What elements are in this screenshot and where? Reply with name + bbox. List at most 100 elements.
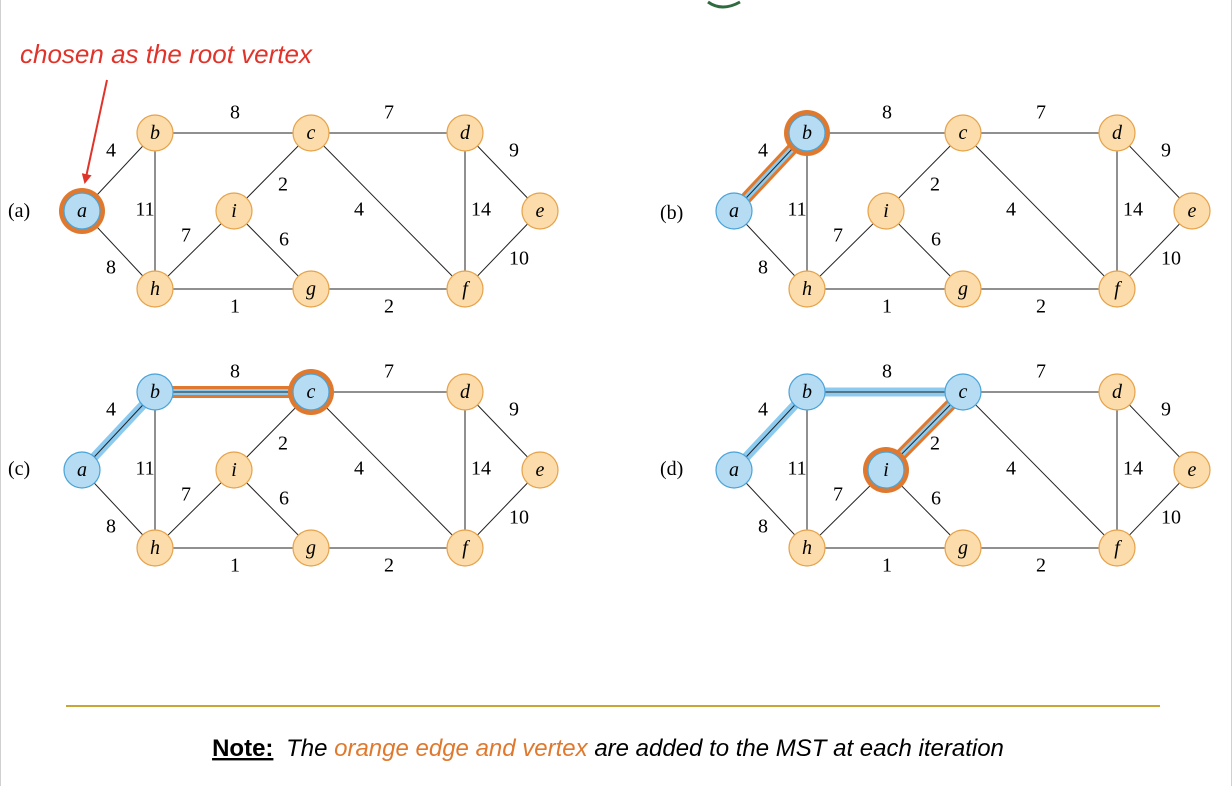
edge-weight-b-h: 11 — [135, 199, 154, 221]
vertex-d — [446, 114, 484, 152]
vertex-c — [944, 114, 982, 152]
note-text-after: are added to the MST at each iteration — [594, 735, 1004, 762]
edge-weight-a-h: 8 — [758, 257, 768, 279]
edge-weight-g-i: 6 — [931, 488, 941, 510]
edge-weight-d-e: 9 — [1161, 399, 1171, 421]
edge-c-f — [310, 132, 466, 290]
vertex-g — [944, 270, 982, 308]
vertex-label-e: e — [1188, 200, 1197, 222]
vertex-label-a: a — [77, 200, 87, 222]
panel-label: (b) — [660, 202, 683, 224]
edge-weight-a-b: 4 — [106, 399, 116, 421]
note-text: Note: The orange edge and vertex are add… — [212, 735, 1004, 762]
edge-weight-c-i: 2 — [930, 174, 940, 196]
vertex-label-h: h — [802, 537, 812, 559]
edge-weight-b-c: 8 — [230, 102, 240, 124]
root-annotation-arrow — [81, 79, 108, 184]
vertex-label-e: e — [1188, 459, 1197, 481]
edge-weight-e-f: 10 — [509, 507, 529, 529]
vertex-label-i: i — [883, 200, 889, 222]
vertex-label-g: g — [306, 537, 316, 559]
edge-weight-d-f: 14 — [1123, 199, 1143, 221]
vertex-label-f: f — [1114, 278, 1122, 300]
vertex-c — [944, 373, 982, 411]
panel-d: 4 8 8 11 7 2 4 9 14 10 2 1 6 7 a b c d e f g h i (d) — [660, 361, 1211, 577]
vertex-b — [788, 373, 826, 411]
vertex-f — [1098, 529, 1136, 567]
vertex-a — [715, 192, 753, 230]
panel-a: 4 8 8 11 7 2 4 9 14 10 2 1 6 7 a b c d e f g h i (a) — [8, 102, 559, 318]
vertex-label-d: d — [1112, 381, 1123, 403]
vertex-label-d: d — [460, 381, 471, 403]
edge-weight-d-e: 9 — [1161, 140, 1171, 162]
edge-weight-h-i: 7 — [181, 225, 191, 247]
vertex-label-f: f — [462, 278, 470, 300]
edge-weight-c-d: 7 — [1036, 102, 1046, 124]
edge-weight-f-g: 2 — [384, 296, 394, 318]
frame-left-border — [0, 0, 1, 786]
vertex-a — [63, 451, 101, 489]
panel-b: 4 8 8 11 7 2 4 9 14 10 2 1 6 7 a b c d e f g h i (b) — [660, 102, 1211, 318]
vertex-i — [215, 451, 253, 489]
vertex-label-a: a — [729, 459, 739, 481]
vertex-label-c: c — [307, 381, 316, 403]
panel-c: 4 8 8 11 7 2 4 9 14 10 2 1 6 7 a b c d e f g h i (c) — [8, 361, 559, 577]
edge-weight-b-h: 11 — [787, 199, 806, 221]
vertex-i — [215, 192, 253, 230]
vertex-label-g: g — [958, 537, 968, 559]
vertex-b — [136, 114, 174, 152]
edge-weight-g-h: 1 — [882, 555, 892, 577]
edge-weight-g-i: 6 — [931, 229, 941, 251]
edge-weight-b-h: 11 — [135, 458, 154, 480]
note-text-before: The — [286, 735, 334, 762]
edge-weight-d-e: 9 — [509, 140, 519, 162]
edge-weight-b-c: 8 — [230, 361, 240, 383]
vertex-g — [292, 529, 330, 567]
edge-weight-a-h: 8 — [758, 516, 768, 538]
vertex-f — [1098, 270, 1136, 308]
vertex-label-c: c — [959, 381, 968, 403]
edge-weight-d-f: 14 — [471, 199, 491, 221]
edge-weight-b-c: 8 — [882, 102, 892, 124]
edge-weight-e-f: 10 — [1161, 248, 1181, 270]
edge-weight-g-i: 6 — [279, 229, 289, 251]
title-fragment — [707, 0, 741, 9]
vertex-label-c: c — [307, 122, 316, 144]
edge-weight-c-f: 4 — [354, 458, 364, 480]
vertex-i — [867, 192, 905, 230]
note-label: Note: — [212, 735, 273, 762]
note-highlight: orange edge and vertex — [334, 735, 589, 762]
edge-weight-a-h: 8 — [106, 257, 116, 279]
vertex-label-c: c — [959, 122, 968, 144]
vertex-label-d: d — [1112, 122, 1123, 144]
vertex-d — [1098, 373, 1136, 411]
vertex-i — [867, 451, 905, 489]
edge-weight-g-h: 1 — [230, 555, 240, 577]
edge-weight-c-f: 4 — [1006, 199, 1016, 221]
edge-weight-d-e: 9 — [509, 399, 519, 421]
vertex-label-g: g — [306, 278, 316, 300]
vertex-c — [292, 373, 330, 411]
vertex-h — [136, 529, 174, 567]
edge-weight-a-b: 4 — [106, 140, 116, 162]
edge-weight-g-h: 1 — [882, 296, 892, 318]
edge-weight-d-f: 14 — [1123, 458, 1143, 480]
vertex-a — [715, 451, 753, 489]
edge-weight-b-c: 8 — [882, 361, 892, 383]
edge-weight-b-h: 11 — [787, 458, 806, 480]
edge-weight-g-i: 6 — [279, 488, 289, 510]
vertex-d — [446, 373, 484, 411]
edge-c-f — [962, 391, 1118, 549]
vertex-f — [446, 529, 484, 567]
vertex-b — [136, 373, 174, 411]
vertex-label-h: h — [150, 278, 160, 300]
vertex-label-h: h — [802, 278, 812, 300]
vertex-label-a: a — [77, 459, 87, 481]
vertex-g — [292, 270, 330, 308]
root-annotation: chosen as the root vertex — [20, 39, 313, 69]
edge-c-f — [962, 132, 1118, 290]
vertex-label-i: i — [231, 200, 237, 222]
vertex-e — [1173, 192, 1211, 230]
vertex-label-b: b — [150, 381, 160, 403]
